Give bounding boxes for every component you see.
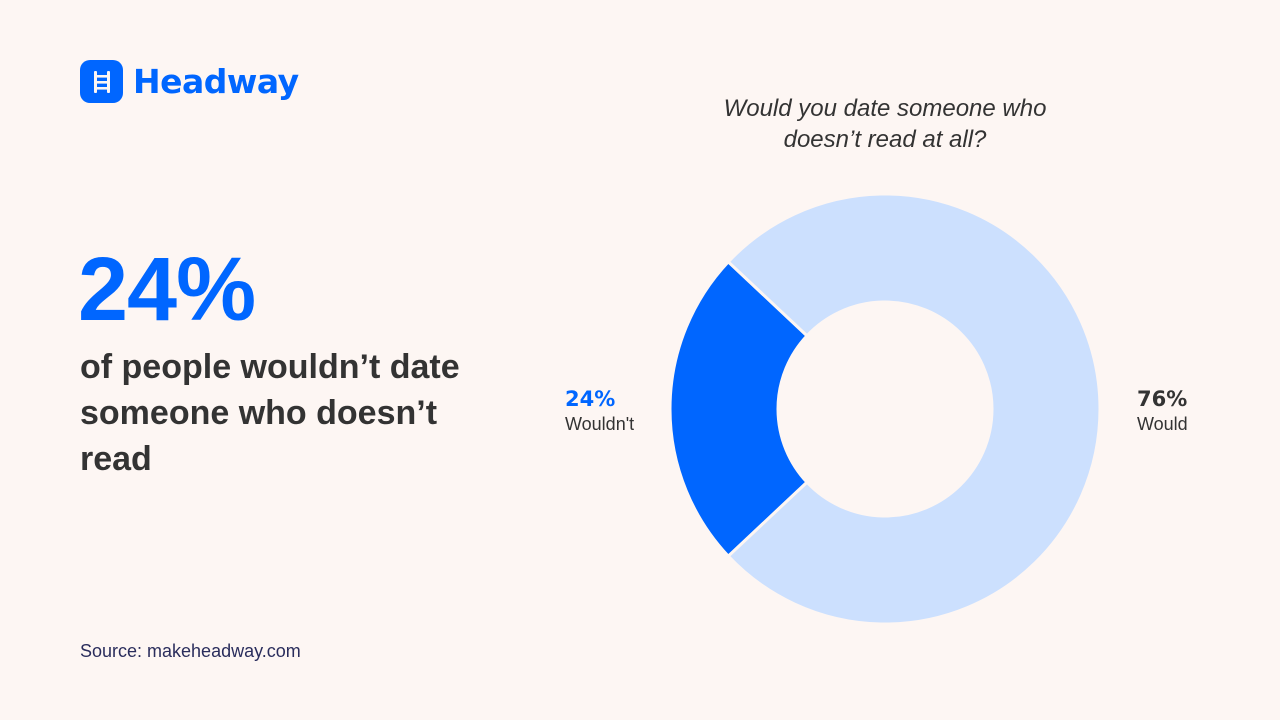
- label-wouldnt-name: Wouldn't: [565, 414, 635, 434]
- label-would-pct: 76%: [1137, 387, 1188, 411]
- label-would: 76% Would: [1137, 386, 1188, 436]
- donut-segment-would: [726, 192, 1102, 626]
- donut-segment-wouldnt: [668, 260, 809, 558]
- label-wouldnt: 24% Wouldn't: [565, 386, 634, 436]
- headline-stat: 24%: [78, 240, 256, 340]
- label-wouldnt-pct: 24%: [565, 387, 616, 411]
- source-text: Source: makeheadway.com: [80, 641, 301, 661]
- brand-name: Headway: [133, 62, 299, 101]
- ladder-icon: [80, 60, 123, 103]
- brand-logo: Headway: [80, 60, 299, 103]
- chart-title: Would you date someone who doesn’t read …: [723, 95, 1047, 153]
- label-would-name: Would: [1137, 414, 1188, 434]
- headline-description: of people wouldn’t date someone who does…: [80, 348, 460, 478]
